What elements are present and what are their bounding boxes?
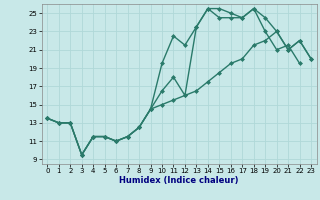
X-axis label: Humidex (Indice chaleur): Humidex (Indice chaleur) xyxy=(119,176,239,185)
